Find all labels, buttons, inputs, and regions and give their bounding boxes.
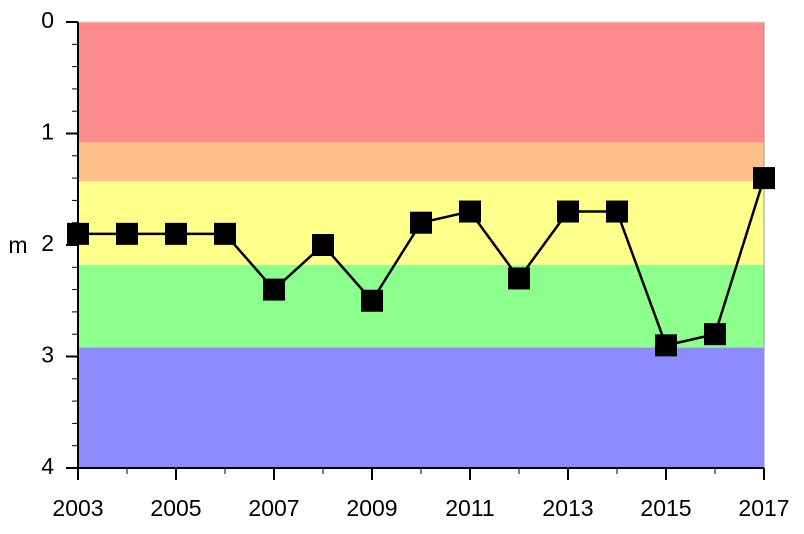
marker	[655, 334, 677, 357]
y-tick-label: 3	[41, 342, 54, 368]
x-tick-label: 2007	[248, 495, 299, 521]
y-tick-label: 0	[41, 7, 54, 33]
marker	[704, 323, 726, 346]
marker	[557, 200, 579, 223]
x-tick-label: 2015	[640, 495, 691, 521]
marker	[116, 222, 138, 245]
marker	[67, 222, 89, 245]
marker	[214, 222, 236, 245]
marker	[606, 200, 628, 223]
marker	[753, 167, 775, 190]
marker	[410, 211, 432, 234]
x-tick-label: 2003	[52, 495, 103, 521]
y-tick-label: 2	[41, 230, 54, 256]
marker	[312, 234, 334, 256]
marker	[361, 289, 383, 312]
band	[78, 22, 764, 143]
x-tick-label: 2009	[346, 495, 397, 521]
y-tick-label: 4	[41, 453, 54, 479]
x-tick-label: 2011	[445, 495, 494, 521]
marker	[165, 222, 187, 245]
x-tick-label: 2005	[150, 495, 201, 521]
y-axis-label: m	[8, 232, 27, 258]
y-tick-label: 1	[41, 119, 54, 145]
band	[78, 265, 764, 348]
marker	[263, 278, 285, 301]
marker	[459, 200, 481, 223]
band	[78, 142, 764, 182]
marker	[508, 267, 530, 290]
x-tick-label: 2013	[542, 495, 593, 521]
x-tick-label: 2017	[738, 495, 789, 521]
band	[78, 347, 764, 468]
